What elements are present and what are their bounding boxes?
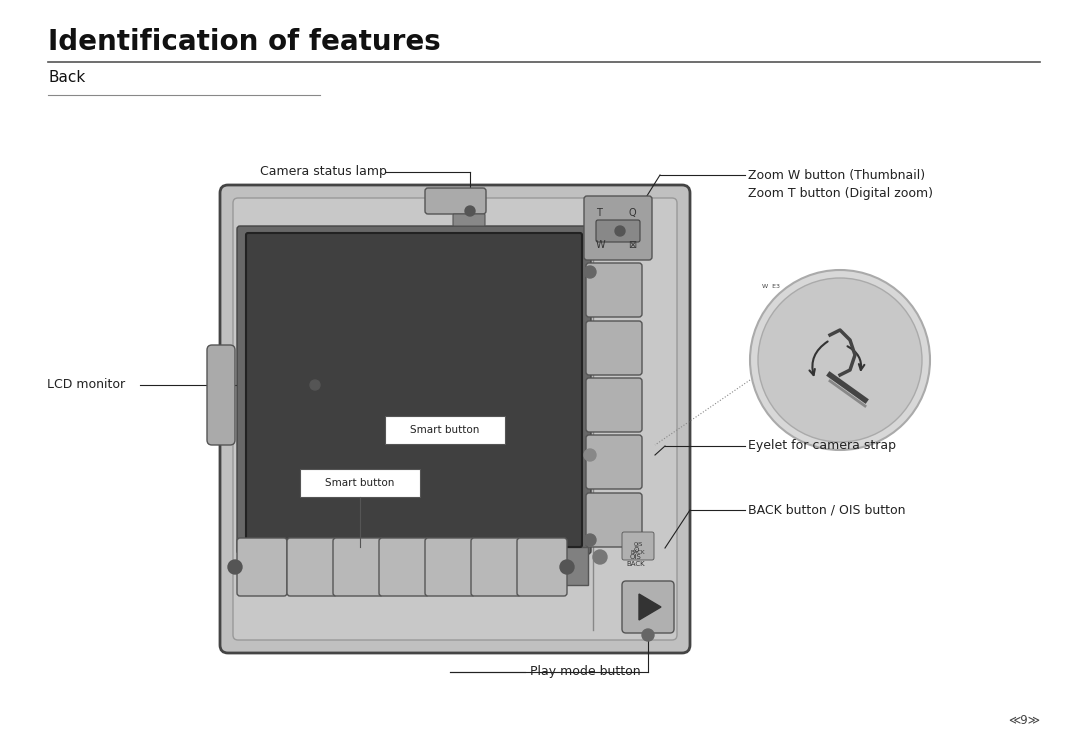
Text: BACK: BACK [631,551,645,556]
FancyBboxPatch shape [586,493,642,547]
Circle shape [584,534,596,546]
Text: ≪9≫: ≪9≫ [1008,713,1040,727]
FancyBboxPatch shape [237,226,591,554]
Text: Play mode button: Play mode button [530,665,640,679]
Text: OIS: OIS [633,542,643,548]
FancyBboxPatch shape [584,196,652,260]
Text: Identification of features: Identification of features [48,28,441,56]
FancyBboxPatch shape [586,321,642,375]
FancyBboxPatch shape [220,185,690,653]
Text: BACK button / OIS button: BACK button / OIS button [748,504,905,516]
FancyBboxPatch shape [586,435,642,489]
Text: W  E3: W E3 [762,284,780,289]
Text: Zoom T button (Digital zoom): Zoom T button (Digital zoom) [748,186,933,199]
FancyBboxPatch shape [379,538,429,596]
FancyBboxPatch shape [622,581,674,633]
Circle shape [750,270,930,450]
FancyBboxPatch shape [596,220,640,242]
Circle shape [228,560,242,574]
Text: W: W [596,240,606,250]
FancyBboxPatch shape [384,416,505,444]
Text: Q: Q [629,208,636,218]
FancyBboxPatch shape [333,538,383,596]
Text: Back: Back [48,70,85,85]
Text: Smart button: Smart button [410,425,480,435]
FancyBboxPatch shape [287,538,337,596]
FancyBboxPatch shape [233,198,677,640]
Text: Eyelet for camera strap: Eyelet for camera strap [748,439,896,453]
Text: ⊠: ⊠ [627,240,636,250]
Circle shape [310,380,320,390]
FancyBboxPatch shape [453,214,485,226]
FancyBboxPatch shape [426,538,475,596]
FancyBboxPatch shape [300,469,420,497]
Circle shape [561,560,573,574]
Text: Camera status lamp: Camera status lamp [260,166,387,178]
FancyBboxPatch shape [586,263,642,317]
Text: Smart button: Smart button [325,478,394,488]
Text: ʘ̅̅
OIS
BACK: ʘ̅̅ OIS BACK [626,547,646,567]
Polygon shape [639,594,661,620]
FancyBboxPatch shape [517,538,567,596]
FancyBboxPatch shape [207,345,235,445]
Circle shape [584,266,596,278]
FancyBboxPatch shape [586,378,642,432]
FancyBboxPatch shape [622,532,654,560]
Circle shape [758,278,922,442]
Circle shape [593,550,607,564]
FancyBboxPatch shape [240,547,588,585]
Circle shape [615,226,625,236]
Circle shape [584,449,596,461]
FancyBboxPatch shape [471,538,521,596]
Circle shape [465,206,475,216]
FancyBboxPatch shape [237,538,287,596]
FancyBboxPatch shape [426,188,486,214]
Text: Zoom W button (Thumbnail): Zoom W button (Thumbnail) [748,169,926,181]
Text: T: T [596,208,602,218]
Circle shape [642,629,654,641]
FancyBboxPatch shape [246,233,582,547]
Text: LCD monitor: LCD monitor [48,378,125,392]
